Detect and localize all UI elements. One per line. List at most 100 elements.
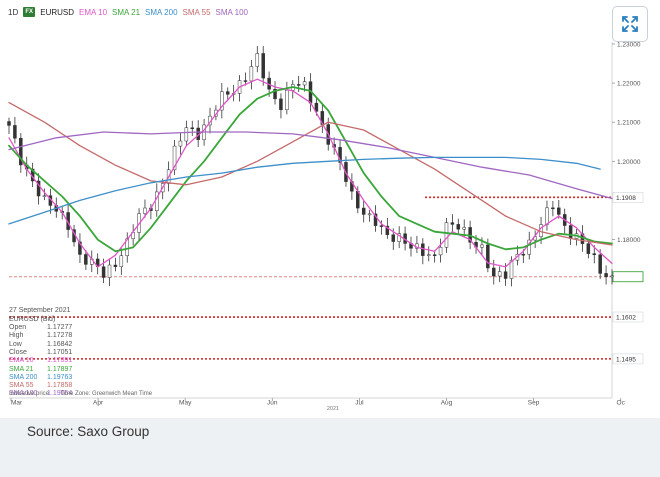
timezone-label: Time Zone: Greenwich Mean Time xyxy=(60,391,153,397)
x-tick-label: May xyxy=(179,400,192,407)
candle-body xyxy=(462,227,466,230)
candle-body xyxy=(255,53,260,67)
info-key: Open xyxy=(9,324,27,332)
candle-body xyxy=(480,244,484,248)
candle-body xyxy=(432,254,437,256)
candle-body xyxy=(557,207,561,215)
candle-body xyxy=(521,253,526,256)
legend-sma-21: SMA 21 xyxy=(112,7,141,17)
candle-body xyxy=(302,81,307,86)
candle-body xyxy=(545,207,549,225)
y-tick-label: 1.23000 xyxy=(617,41,641,48)
candle-body xyxy=(379,225,384,227)
symbol-label: EURUSD xyxy=(40,7,75,17)
candle-body xyxy=(314,102,319,112)
info-key: EMA 10 xyxy=(9,357,34,365)
info-row-ema-10: EMA 10 1.17391 xyxy=(9,357,129,365)
candle-body xyxy=(225,91,230,95)
x-tick-label: Jun xyxy=(267,400,278,407)
last-price-tag xyxy=(612,271,644,283)
expand-icon xyxy=(622,16,638,32)
candle-body xyxy=(373,213,378,226)
x-tick-label: Mar xyxy=(11,400,23,407)
info-value: 1.17858 xyxy=(47,382,73,390)
candle-body xyxy=(497,271,502,277)
candle-body xyxy=(101,266,106,278)
level-tag xyxy=(612,192,644,203)
series-line-sma-100 xyxy=(8,131,613,200)
series-line-sma-21 xyxy=(8,86,613,253)
candle-body xyxy=(113,264,118,267)
info-row-sma-100: SMA 100 1.19054 xyxy=(9,390,129,398)
candle-body xyxy=(243,80,248,82)
series-line-sma-55 xyxy=(8,101,613,246)
info-row-close: Close 1.17051 xyxy=(9,349,129,357)
candle-body xyxy=(338,147,342,163)
candle-body xyxy=(107,264,112,278)
candle-body xyxy=(78,241,82,255)
info-row-sma-55: SMA 55 1.17858 xyxy=(9,382,129,390)
candle-body xyxy=(84,254,88,265)
level-label: 1.1495 xyxy=(616,356,636,363)
candle-body xyxy=(444,222,449,248)
candle-body xyxy=(421,243,425,256)
x-tick-label: Oc xyxy=(617,400,626,407)
expand-button[interactable] xyxy=(612,6,648,42)
info-row-sma-21: SMA 21 1.17897 xyxy=(9,366,129,374)
info-value: 1.19763 xyxy=(47,373,73,381)
x-tick-label: Jul xyxy=(355,400,364,407)
level-tag xyxy=(612,311,644,323)
legend-sma-200: SMA 200 xyxy=(145,7,178,17)
info-row-open: Open 1.17277 xyxy=(9,324,129,332)
candle-body xyxy=(568,225,573,239)
candle-body xyxy=(42,195,47,197)
info-value: 1.17051 xyxy=(47,348,73,356)
x-tick-label: Sep xyxy=(528,400,540,407)
y-tick-label: 1.20000 xyxy=(617,159,641,166)
candle-body xyxy=(178,140,183,147)
candle-body xyxy=(397,233,401,242)
candle-body xyxy=(361,207,366,215)
indicative-price-label: Indicative price xyxy=(9,391,50,397)
candle-body xyxy=(296,84,301,86)
info-key: Close xyxy=(9,348,27,356)
candle-body xyxy=(391,234,396,242)
candle-body xyxy=(598,254,602,274)
candle-body xyxy=(503,271,508,279)
candle-body xyxy=(586,243,591,254)
info-value: 1.17278 xyxy=(47,332,73,340)
info-key: SMA 100 xyxy=(9,390,38,398)
info-key: SMA 200 xyxy=(9,373,38,381)
series-line-sma-200 xyxy=(8,156,601,225)
candle-body xyxy=(285,90,289,111)
candle-body xyxy=(249,66,254,82)
legend-sma-100: SMA 100 xyxy=(215,7,248,17)
legend-ema-10: EMA 10 xyxy=(79,7,108,17)
candle-body xyxy=(527,239,531,255)
candle-body xyxy=(610,275,614,278)
x-tick-label: Aug xyxy=(441,400,453,407)
info-symbol: EURUSD (Bid) xyxy=(9,315,56,323)
timezone-note: Indicative price Time Zone: Greenwich Me… xyxy=(9,391,152,397)
info-key: High xyxy=(9,332,24,340)
candle-body xyxy=(184,127,189,142)
candle-body xyxy=(492,267,496,277)
year-label: 2021 xyxy=(327,406,339,412)
candle-body xyxy=(551,207,555,210)
level-label: 1.1602 xyxy=(616,315,636,322)
candle-body xyxy=(367,213,372,216)
info-row-low: Low 1.16842 xyxy=(9,341,129,349)
info-key: Low xyxy=(9,340,22,348)
info-value: 1.19054 xyxy=(47,390,73,398)
candle-body xyxy=(19,137,23,166)
level-tag xyxy=(612,353,644,365)
interval-label[interactable]: 1D xyxy=(8,7,19,17)
info-value: 1.17391 xyxy=(47,357,73,365)
info-key: SMA 21 xyxy=(9,365,34,373)
x-tick-label: Apr xyxy=(93,400,104,407)
candle-body xyxy=(604,273,608,278)
candle-body xyxy=(438,246,443,256)
info-date: 27 September 2021 xyxy=(9,307,71,314)
series-line-ema-10 xyxy=(8,78,613,268)
